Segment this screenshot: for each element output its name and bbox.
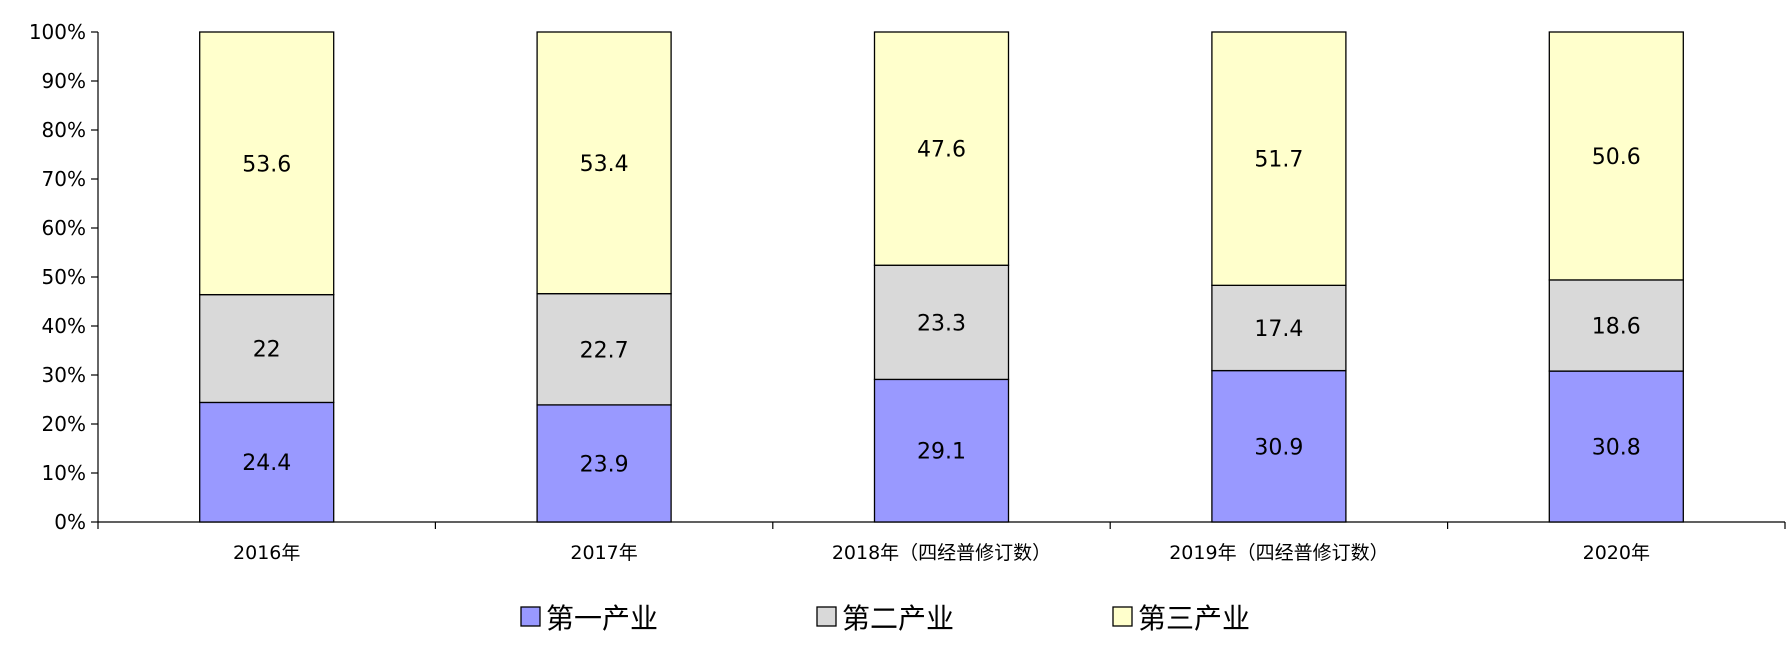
x-tick-label: 2020年 xyxy=(1583,542,1650,564)
y-tick-label: 70% xyxy=(42,167,86,191)
bar-segment xyxy=(536,404,672,523)
y-axis: 0% 10% 20% 30% 40% 50% 60% 70% 80% 90% 100% xyxy=(29,20,99,534)
bar-segment xyxy=(873,264,1010,381)
y-tick-label: 80% xyxy=(42,118,86,142)
data-label: 53.6 xyxy=(242,152,291,177)
legend-label: 第三产业 xyxy=(1138,602,1250,635)
bar-segment xyxy=(536,293,672,406)
bar-segment xyxy=(1211,369,1347,523)
y-tick-label: 50% xyxy=(42,265,86,289)
bar-segment xyxy=(1548,31,1684,281)
y-tick-label: 0% xyxy=(54,510,86,534)
y-tick-label: 30% xyxy=(42,363,86,387)
bar-segment xyxy=(199,31,335,296)
bar-segment xyxy=(1211,31,1347,286)
y-tick-label: 20% xyxy=(42,412,86,436)
bar-segment xyxy=(873,378,1010,523)
y-tick-label: 100% xyxy=(29,20,86,44)
legend-swatch xyxy=(520,606,541,627)
bar-segment xyxy=(199,293,335,404)
x-tick-label: 2019年（四经普修订数） xyxy=(1169,542,1388,564)
legend-label: 第一产业 xyxy=(546,602,658,635)
bars: 24.4 22 53.6 23.9 22.7 53.4 29.1 23.3 47.6 30.9 17… xyxy=(199,31,1684,523)
bar-segment xyxy=(873,31,1010,266)
x-tick-label: 2017年 xyxy=(570,542,637,564)
data-label: 18.6 xyxy=(1592,315,1641,340)
data-label: 24.4 xyxy=(242,451,291,476)
legend-swatch xyxy=(1112,606,1133,627)
bar-segment xyxy=(1548,279,1684,372)
data-label: 29.1 xyxy=(917,440,966,465)
bar-segment xyxy=(1548,370,1684,523)
legend: 第一产业 第二产业 第三产业 xyxy=(520,602,1250,635)
x-tick-label: 2018年（四经普修订数） xyxy=(832,542,1051,564)
bar-segment xyxy=(1211,284,1347,372)
y-tick-label: 60% xyxy=(42,216,86,240)
data-label: 30.9 xyxy=(1254,435,1303,460)
x-axis: 2016年 2017年 2018年（四经普修订数） 2019年（四经普修订数） 2020… xyxy=(97,521,1786,564)
data-label: 22 xyxy=(253,338,281,363)
data-label: 53.4 xyxy=(580,152,629,177)
legend-swatch xyxy=(816,606,837,627)
data-label: 51.7 xyxy=(1254,148,1303,173)
y-tick-label: 10% xyxy=(42,461,86,485)
data-label: 30.8 xyxy=(1592,436,1641,461)
data-label: 17.4 xyxy=(1254,317,1303,342)
data-label: 22.7 xyxy=(580,338,629,363)
data-label: 23.3 xyxy=(917,311,966,336)
y-tick-label: 90% xyxy=(42,69,86,93)
data-label: 47.6 xyxy=(917,138,966,163)
legend-label: 第二产业 xyxy=(842,602,954,635)
x-tick-label: 2016年 xyxy=(233,542,300,564)
data-label: 23.9 xyxy=(580,452,629,477)
bar-segment xyxy=(536,31,672,295)
data-label: 50.6 xyxy=(1592,145,1641,170)
y-tick-label: 40% xyxy=(42,314,86,338)
